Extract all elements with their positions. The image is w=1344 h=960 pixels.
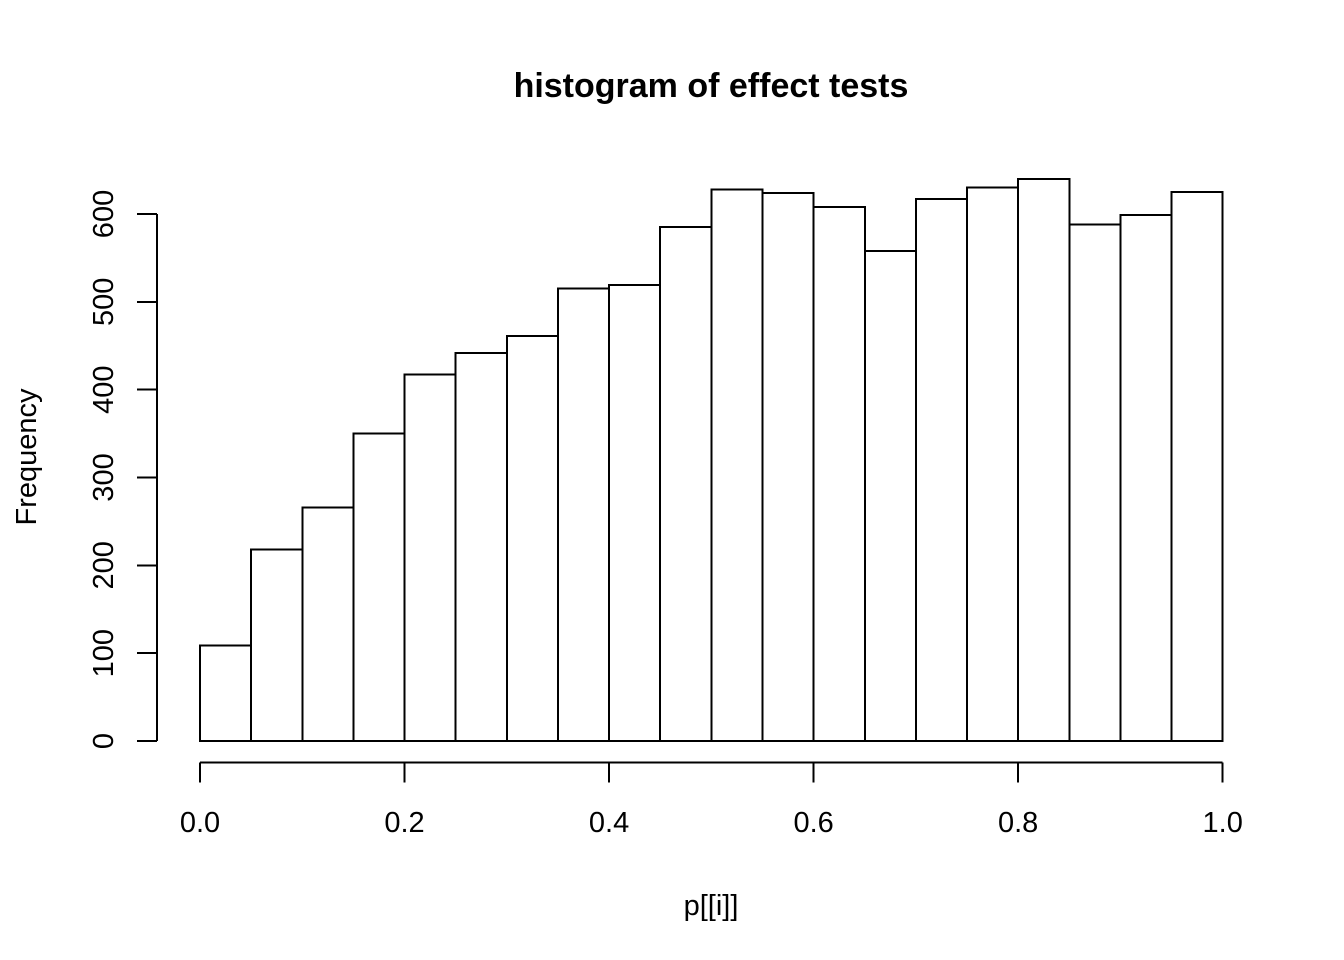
histogram-bar xyxy=(914,198,969,742)
y-axis-label: Frequency xyxy=(11,388,43,526)
x-axis-label: p[[i]] xyxy=(684,890,739,922)
histogram-bar xyxy=(352,432,406,742)
x-axis-tick-label: 0.2 xyxy=(384,807,424,839)
histogram-bar xyxy=(556,287,611,742)
y-axis-tick-label: 600 xyxy=(88,190,120,238)
histogram-bar xyxy=(659,226,713,742)
y-axis-tick-label: 100 xyxy=(88,629,120,677)
histogram-bar xyxy=(1170,191,1224,743)
histogram-bar xyxy=(710,188,764,743)
histogram-bar xyxy=(250,548,304,743)
histogram-bar xyxy=(761,191,815,743)
y-axis-tick-label: 300 xyxy=(88,453,120,501)
chart-title: histogram of effect tests xyxy=(514,67,909,105)
histogram-bar xyxy=(505,335,559,742)
x-axis-tick-label: 0.6 xyxy=(793,807,833,839)
histogram-bars xyxy=(199,177,1224,743)
x-axis: 0.0 0.2 0.4 0.6 0.8 1.0 xyxy=(180,761,1243,839)
y-axis: 0 100 200 300 400 500 600 xyxy=(88,190,158,749)
y-axis-tick-label: 200 xyxy=(88,541,120,589)
histogram-bar xyxy=(966,186,1020,742)
histogram-bar xyxy=(199,644,253,743)
x-axis-tick-label: 0.4 xyxy=(589,807,629,839)
histogram-bar xyxy=(863,249,917,742)
y-axis-tick-label: 500 xyxy=(88,278,120,326)
histogram-bar xyxy=(1017,177,1071,742)
histogram-bar xyxy=(1119,213,1173,742)
histogram-bar xyxy=(812,205,866,743)
histogram-bar xyxy=(301,506,355,742)
histogram-bar xyxy=(454,351,508,742)
x-axis-tick-label: 0.8 xyxy=(998,807,1038,839)
y-axis-tick-label: 400 xyxy=(88,365,120,413)
x-axis-tick-label: 0.0 xyxy=(180,807,220,839)
histogram-bar xyxy=(1068,223,1122,743)
histogram-bar xyxy=(403,373,457,742)
y-axis-tick-label: 0 xyxy=(88,733,120,749)
histogram-bar xyxy=(608,284,662,742)
x-axis-tick-label: 1.0 xyxy=(1203,807,1243,839)
